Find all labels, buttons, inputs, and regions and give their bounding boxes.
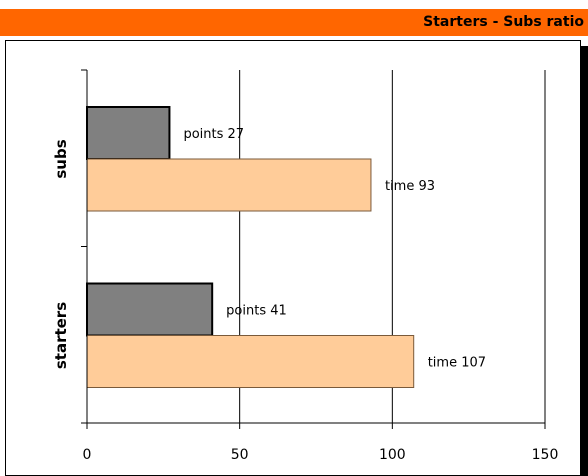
chart-frame-shadow [581, 46, 588, 476]
chart-title: Starters - Subs ratio [423, 14, 584, 30]
bar-time-starters [86, 335, 415, 388]
x-tick-label-100: 100 [379, 447, 406, 463]
x-tick-label-0: 0 [83, 447, 92, 463]
data-label-time-starters: time 107 [428, 356, 486, 371]
bar-time-subs [86, 158, 372, 212]
data-label-time-subs: time 93 [385, 179, 435, 194]
x-tick-label-150: 150 [532, 447, 559, 463]
bar-points-subs [86, 106, 171, 160]
category-label-starters: starters [52, 302, 70, 369]
title-separator [0, 36, 588, 40]
data-label-points-starters: points 41 [226, 304, 287, 319]
x-tick-label-50: 50 [231, 447, 249, 463]
data-label-points-subs: points 27 [183, 127, 244, 142]
title-bar: Starters - Subs ratio [0, 9, 588, 36]
category-label-subs: subs [52, 139, 70, 178]
bar-points-starters [86, 282, 214, 337]
